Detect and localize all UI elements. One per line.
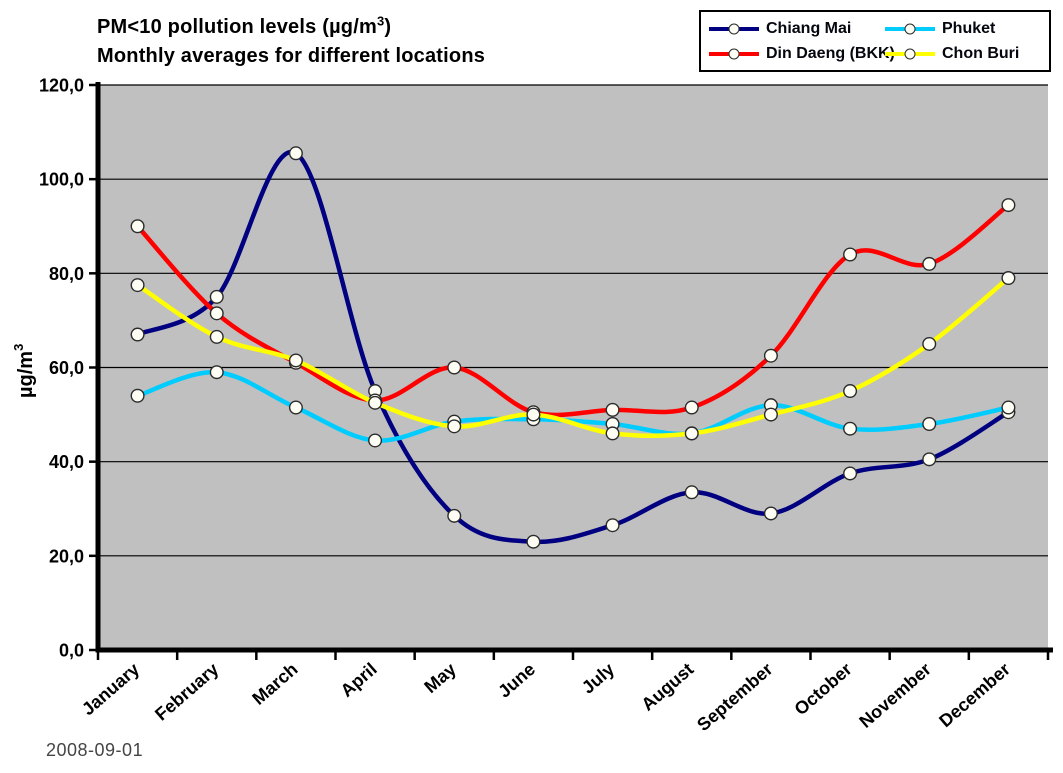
x-tick-label-march: March xyxy=(248,659,301,709)
legend-item-label: Chon Buri xyxy=(942,44,1020,62)
series-line-chon-buri xyxy=(135,275,1011,439)
y-tick-label: 100,0 xyxy=(39,170,84,190)
data-marker-chon-buri xyxy=(684,426,699,441)
chart-title: PM<10 pollution levels (µg/m3) Monthly a… xyxy=(97,13,485,71)
data-marker-chon-buri xyxy=(526,407,541,422)
chart-title-line2: Monthly averages for different locations xyxy=(97,45,486,67)
legend-marker-icon xyxy=(904,23,916,34)
chart-title-superscript: 3 xyxy=(376,13,385,29)
y-tick-label: 120,0 xyxy=(39,76,84,96)
data-marker-din-daeng-bkk xyxy=(922,256,937,271)
data-marker-din-daeng-bkk xyxy=(605,402,620,417)
data-marker-phuket xyxy=(843,421,858,436)
legend-box: Chiang Mai Phuket Din Daeng (BKK) Chon Buri xyxy=(699,10,1051,72)
data-marker-chon-buri xyxy=(130,278,145,293)
x-tick-label-december: December xyxy=(935,659,1014,731)
data-marker-phuket xyxy=(288,400,303,415)
chart-title-line1-close: ) xyxy=(384,16,392,38)
legend-item-phuket: Phuket xyxy=(885,19,1041,37)
data-marker-din-daeng-bkk xyxy=(209,306,224,321)
x-tick-label-august: August xyxy=(638,659,698,715)
data-marker-phuket xyxy=(209,365,224,380)
data-marker-chon-buri xyxy=(447,419,462,434)
data-marker-chiang-mai xyxy=(447,508,462,523)
data-marker-chiang-mai xyxy=(288,146,303,161)
legend-marker-icon xyxy=(728,48,740,59)
y-tick-label: 20,0 xyxy=(49,546,84,566)
y-tick-label: 80,0 xyxy=(49,264,84,284)
legend-line-swatch xyxy=(885,23,935,34)
data-marker-phuket xyxy=(1001,400,1016,415)
y-tick-label: 0,0 xyxy=(59,641,84,661)
x-tick-label-september: September xyxy=(693,659,776,735)
data-marker-chiang-mai xyxy=(843,466,858,481)
data-marker-din-daeng-bkk xyxy=(843,247,858,262)
y-tick-label: 40,0 xyxy=(49,452,84,472)
data-marker-din-daeng-bkk xyxy=(447,360,462,375)
legend-line-swatch xyxy=(709,23,759,34)
data-marker-chiang-mai xyxy=(605,518,620,533)
data-marker-din-daeng-bkk xyxy=(763,348,778,363)
footer-date: 2008-09-01 xyxy=(46,740,144,760)
data-marker-chiang-mai xyxy=(209,289,224,304)
x-tick-label-may: May xyxy=(420,659,460,697)
legend-line-swatch xyxy=(885,48,935,59)
data-marker-chon-buri xyxy=(922,336,937,351)
legend-item-label: Phuket xyxy=(942,19,996,37)
data-marker-chon-buri xyxy=(763,407,778,422)
legend-marker-icon xyxy=(904,48,916,59)
x-tick-label-november: November xyxy=(855,659,935,732)
x-tick-label-february: February xyxy=(151,659,222,725)
data-marker-chiang-mai xyxy=(922,452,937,467)
data-marker-chon-buri xyxy=(368,395,383,410)
data-marker-chiang-mai xyxy=(684,485,699,500)
legend-line-swatch xyxy=(709,48,759,59)
y-tick-label: 60,0 xyxy=(49,358,84,378)
x-tick-label-june: June xyxy=(494,659,539,702)
legend-marker-icon xyxy=(728,23,740,34)
legend-item-label: Din Daeng (BKK) xyxy=(766,44,895,62)
data-marker-din-daeng-bkk xyxy=(130,219,145,234)
legend-item-din-daeng-bkk: Din Daeng (BKK) xyxy=(709,45,895,62)
data-marker-din-daeng-bkk xyxy=(1001,198,1016,213)
data-marker-chiang-mai xyxy=(130,327,145,342)
data-marker-phuket xyxy=(368,433,383,448)
x-tick-label-january: January xyxy=(78,659,143,719)
chart-title-line1: PM<10 pollution levels (µg/m3) xyxy=(97,13,485,42)
data-marker-chon-buri xyxy=(209,329,224,344)
data-marker-chon-buri xyxy=(605,426,620,441)
data-marker-chon-buri xyxy=(1001,271,1016,286)
y-axis-title: µg/m3 xyxy=(11,344,37,398)
data-marker-chiang-mai xyxy=(763,506,778,521)
data-marker-chon-buri xyxy=(843,384,858,399)
x-tick-label-april: April xyxy=(337,659,381,701)
x-tick-label-october: October xyxy=(791,659,856,719)
chart-title-line1-text: PM<10 pollution levels (µg/m xyxy=(97,16,377,38)
data-marker-din-daeng-bkk xyxy=(684,400,699,415)
legend-item-label: Chiang Mai xyxy=(766,19,852,37)
x-tick-label-july: July xyxy=(578,659,618,698)
data-marker-phuket xyxy=(130,388,145,403)
data-marker-phuket xyxy=(922,417,937,432)
legend-item-chiang-mai: Chiang Mai xyxy=(709,19,885,37)
data-marker-chon-buri xyxy=(288,353,303,368)
data-marker-chiang-mai xyxy=(526,534,541,549)
legend-item-chon-buri: Chon Buri xyxy=(885,44,1041,62)
